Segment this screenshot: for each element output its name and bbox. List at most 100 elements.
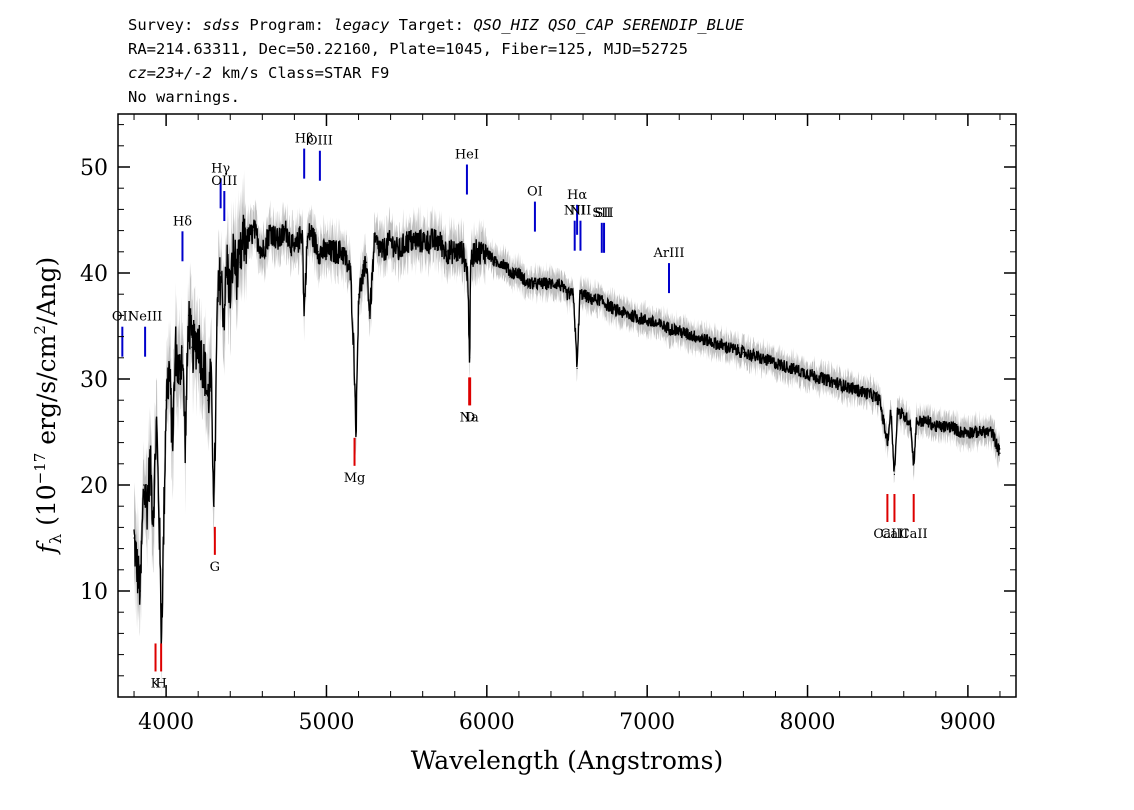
flux-point — [136, 569, 138, 571]
flux-point — [790, 367, 793, 369]
flux-point — [200, 357, 202, 359]
flux-point — [606, 304, 608, 306]
flux-point — [726, 346, 729, 348]
flux-point — [935, 426, 937, 428]
flux-point — [467, 272, 469, 274]
emission-line-label: SII — [592, 206, 611, 221]
flux-point — [871, 394, 873, 396]
flux-point — [469, 357, 471, 359]
flux-point — [159, 537, 161, 539]
flux-point — [349, 272, 352, 274]
flux-point — [742, 351, 745, 354]
flux-point — [646, 320, 648, 322]
flux-point — [470, 261, 472, 263]
flux-point — [261, 251, 263, 253]
x-tick-label: 7000 — [619, 710, 675, 735]
y-tick-label: 20 — [80, 474, 108, 499]
absorption-line-label: Na — [460, 410, 479, 425]
plot-frame — [117, 113, 1017, 698]
emission-line-label: Hδ — [173, 214, 192, 229]
y-tick-label: 30 — [80, 368, 108, 393]
flux-point — [306, 240, 308, 242]
flux-point — [277, 240, 279, 242]
flux-point — [239, 261, 241, 263]
flux-point — [301, 230, 303, 232]
flux-point — [494, 261, 496, 263]
flux-point — [191, 346, 193, 348]
x-tick-label: 6000 — [459, 710, 515, 735]
flux-point — [382, 251, 384, 253]
flux-point — [355, 431, 357, 433]
emission-line-label: Hγ — [211, 161, 230, 176]
flux-point — [293, 251, 295, 253]
flux-point — [534, 283, 536, 285]
emission-line-label: NII — [570, 204, 592, 219]
x-tick-label: 9000 — [940, 710, 996, 735]
flux-point — [414, 240, 416, 242]
flux-point — [146, 505, 148, 507]
flux-point — [576, 367, 578, 369]
flux-point — [542, 283, 544, 285]
flux-point — [143, 484, 145, 486]
flux-point — [614, 309, 616, 311]
flux-point — [909, 420, 911, 422]
flux-point — [518, 272, 520, 274]
emission-line-label: SII — [594, 206, 613, 221]
axis-ticks: 4000 5000 6000 7000 8000 9000 10 20 30 40 50 — [80, 114, 1016, 735]
flux-point — [478, 251, 480, 253]
flux-point — [890, 410, 892, 412]
flux-point — [927, 420, 929, 422]
emission-line-label: NII — [564, 204, 586, 219]
flux-point — [694, 336, 696, 338]
flux-point — [678, 330, 680, 332]
flux-point — [253, 230, 255, 232]
flux-point — [598, 298, 600, 301]
header-line-2: RA=214.63311, Dec=50.22160, Plate=1045, … — [128, 40, 688, 58]
flux-point — [473, 251, 475, 253]
flux-point — [879, 399, 881, 401]
flux-point — [823, 378, 825, 380]
flux-point — [223, 314, 225, 316]
flux-point — [133, 537, 135, 539]
flux-point — [903, 415, 905, 417]
flux-point — [390, 240, 392, 242]
flux-point — [245, 240, 247, 242]
x-tick-label: 4000 — [138, 710, 194, 735]
flux-point — [341, 251, 344, 253]
flux-series-line — [133, 214, 1001, 648]
y-axis-title: fλ (10−17 erg/s/cm2/Ang) — [31, 257, 65, 556]
flux-point — [366, 261, 368, 263]
absorption-line-label: CaII — [900, 527, 928, 542]
flux-point — [430, 240, 432, 242]
flux-point — [165, 399, 167, 401]
flux-point — [438, 240, 440, 242]
flux-point — [550, 283, 552, 285]
flux-point — [210, 378, 212, 380]
absorption-line-label: CaII — [880, 527, 908, 542]
flux-point — [162, 569, 164, 571]
flux-point — [204, 367, 206, 369]
flux-point — [309, 230, 311, 232]
flux-point — [579, 293, 581, 295]
flux-point — [178, 378, 180, 380]
flux-point — [446, 251, 448, 253]
flux-point — [303, 314, 305, 316]
y-tick-label: 10 — [80, 580, 108, 605]
flux-point — [353, 346, 355, 348]
flux-point — [710, 341, 712, 343]
flux-point — [630, 314, 632, 316]
emission-line-label: OIII — [211, 174, 237, 189]
flux-point — [422, 240, 424, 242]
flux-point — [155, 420, 158, 422]
absorption-line-label: Mg — [344, 471, 366, 486]
flux-point — [502, 261, 504, 263]
flux-point — [357, 293, 360, 295]
emission-line-label: ArIII — [652, 246, 684, 261]
flux-point — [526, 283, 528, 285]
flux-point — [486, 251, 488, 253]
flux-point — [197, 336, 199, 338]
flux-point — [919, 420, 921, 422]
flux-point — [369, 314, 371, 316]
